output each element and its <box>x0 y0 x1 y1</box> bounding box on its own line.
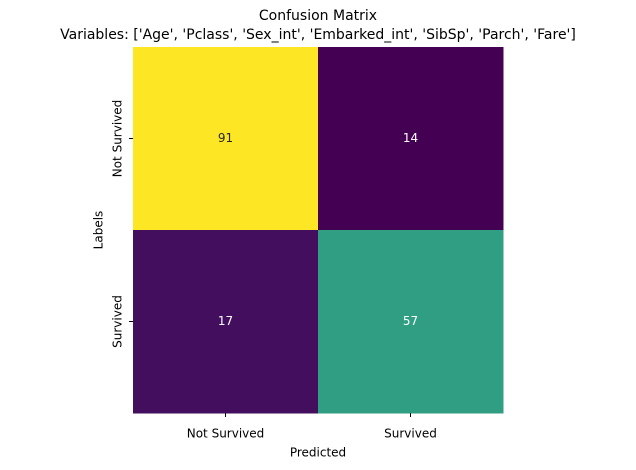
heatmap-cell <box>318 230 504 414</box>
y-axis-label: Labels <box>92 211 106 250</box>
cell-label: 14 <box>403 131 418 145</box>
y-tick-label: Survived <box>111 295 125 348</box>
heatmap-cell <box>133 47 319 231</box>
x-tick-label: Not Survived <box>187 427 265 441</box>
cell-label: 17 <box>218 314 233 328</box>
x-tick-label: Survived <box>384 427 437 441</box>
x-axis-label: Predicted <box>290 446 346 460</box>
cell-label: 91 <box>218 131 233 145</box>
chart-title: Confusion Matrix <box>259 8 377 24</box>
y-tick-label: Not Survived <box>111 100 125 178</box>
cell-label: 57 <box>403 314 418 328</box>
chart-subtitle: Variables: ['Age', 'Pclass', 'Sex_int', … <box>60 27 576 43</box>
heatmap-cell <box>318 47 504 231</box>
heatmap-cell <box>133 230 319 414</box>
